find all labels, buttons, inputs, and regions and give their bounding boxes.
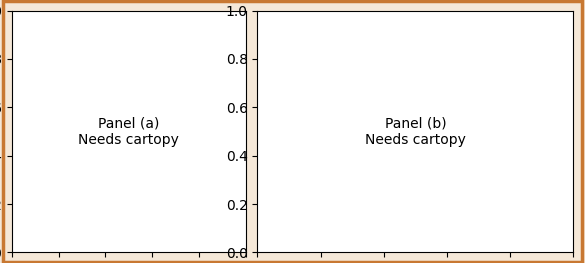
- Text: Panel (b)
Needs cartopy: Panel (b) Needs cartopy: [365, 117, 466, 146]
- Text: Panel (a)
Needs cartopy: Panel (a) Needs cartopy: [78, 117, 179, 146]
